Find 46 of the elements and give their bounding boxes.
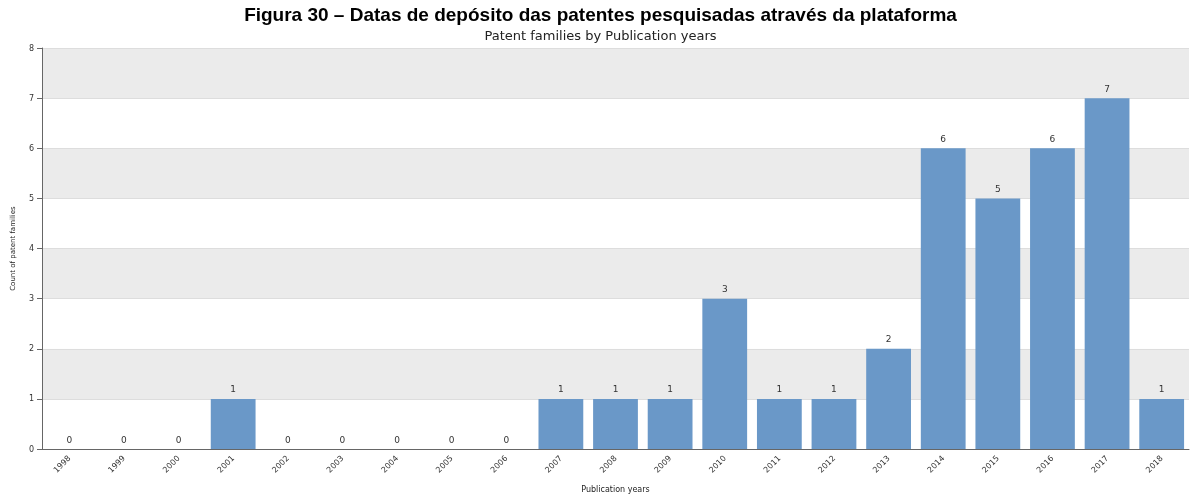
data-label: 0	[448, 434, 455, 445]
data-label: 0	[503, 434, 510, 445]
y-tick-label: 1	[28, 394, 34, 404]
bar	[593, 398, 638, 449]
bar	[920, 148, 966, 449]
y-tick-label: 6	[28, 143, 34, 153]
bar	[210, 398, 256, 449]
x-axis-title: Publication years	[581, 484, 650, 494]
bar	[866, 348, 911, 449]
bar	[975, 198, 1021, 449]
data-label: 5	[994, 183, 1001, 194]
y-tick-label: 4	[28, 244, 34, 253]
data-label: 1	[667, 384, 673, 395]
y-tick-label: 3	[28, 294, 34, 304]
bar	[1139, 398, 1185, 449]
data-label: 0	[284, 434, 291, 445]
data-label: 1	[230, 384, 237, 395]
bar	[647, 398, 693, 449]
data-label: 1	[776, 384, 783, 395]
y-tick-label: 8	[28, 43, 34, 53]
data-label: 6	[940, 133, 947, 144]
data-label: 0	[339, 434, 346, 445]
data-label: 1	[612, 384, 619, 395]
data-label: 3	[721, 284, 728, 295]
y-tick-label: 0	[28, 444, 34, 454]
data-label: 0	[121, 434, 128, 445]
data-label: 1	[558, 384, 564, 395]
data-label: 7	[1104, 83, 1110, 94]
chart-subtitle: Patent families by Publication years	[484, 28, 717, 43]
bar	[538, 398, 584, 449]
bar	[1030, 148, 1075, 449]
data-label: 0	[394, 434, 401, 445]
y-tick-label: 2	[28, 344, 34, 354]
bar	[756, 398, 802, 449]
data-label: 6	[1049, 133, 1056, 144]
data-label: 1	[831, 384, 837, 395]
data-label: 1	[1158, 384, 1165, 395]
data-label: 2	[885, 334, 892, 345]
bar	[702, 298, 748, 449]
bar	[811, 398, 857, 449]
y-tick-label: 5	[28, 193, 34, 203]
y-tick-label: 7	[28, 93, 34, 103]
bar	[1084, 98, 1130, 449]
data-label: 0	[175, 434, 182, 445]
chart-title: Figura 30 – Datas de depósito das patentes pesquisadas através da plataforma	[244, 4, 958, 25]
data-label: 0	[66, 434, 73, 445]
